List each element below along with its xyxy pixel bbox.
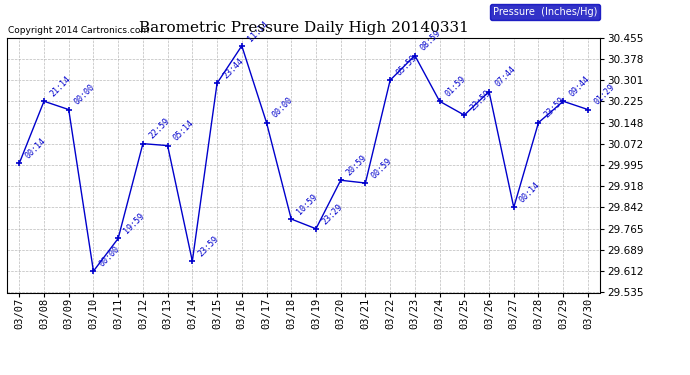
Text: 10:59: 10:59 [295,192,319,216]
Text: 01:29: 01:29 [592,83,616,107]
Text: 08:59: 08:59 [419,29,443,53]
Text: 00:00: 00:00 [270,96,295,120]
Text: 07:44: 07:44 [493,65,518,89]
Text: 00:14: 00:14 [23,136,48,160]
Text: 23:29: 23:29 [320,202,344,226]
Text: 23:59: 23:59 [197,234,221,258]
Text: 05:59: 05:59 [394,53,418,77]
Text: 05:14: 05:14 [172,119,196,143]
Text: 23:44: 23:44 [221,56,245,81]
Text: 23:59: 23:59 [542,96,566,120]
Text: 00:14: 00:14 [518,181,542,205]
Text: Copyright 2014 Cartronics.com: Copyright 2014 Cartronics.com [8,26,149,35]
Title: Barometric Pressure Daily High 20140331: Barometric Pressure Daily High 20140331 [139,21,469,35]
Text: 00:00: 00:00 [73,83,97,107]
Legend: Pressure  (Inches/Hg): Pressure (Inches/Hg) [490,4,600,20]
Text: 19:59: 19:59 [122,211,146,236]
Text: 11:14: 11:14 [246,19,270,43]
Text: 09:44: 09:44 [567,74,591,99]
Text: 01:59: 01:59 [444,74,468,99]
Text: 21:14: 21:14 [48,74,72,99]
Text: 00:00: 00:00 [97,244,121,268]
Text: 20:59: 20:59 [345,153,369,177]
Text: 23:59: 23:59 [469,88,493,112]
Text: 22:59: 22:59 [147,117,171,141]
Text: 00:59: 00:59 [370,156,393,180]
